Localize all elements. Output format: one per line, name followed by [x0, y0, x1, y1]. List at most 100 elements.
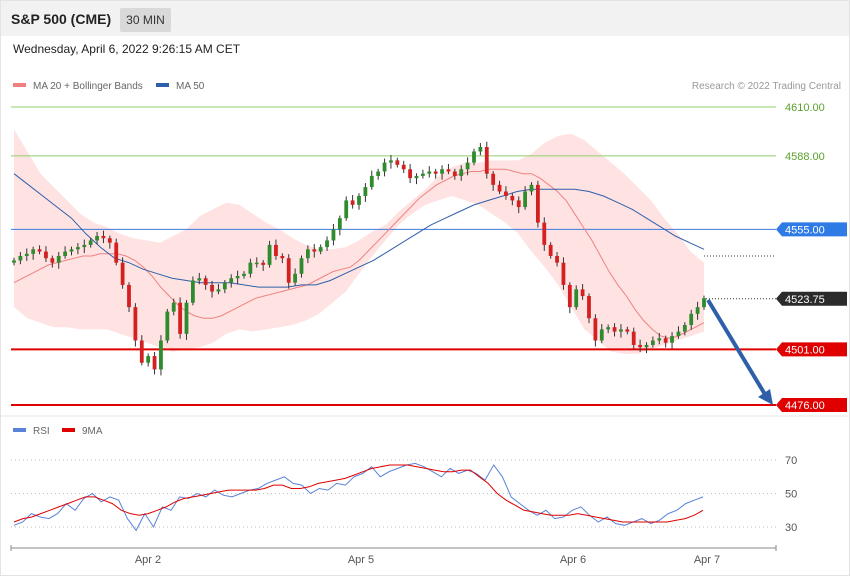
candle-body	[484, 147, 489, 174]
candle-body	[465, 162, 470, 170]
candle-body	[555, 256, 559, 263]
candle-body	[133, 307, 138, 341]
candle-body	[165, 311, 170, 341]
level-label-4523.75: 4523.75	[785, 294, 825, 306]
candle-body	[376, 171, 381, 176]
candle-body	[146, 356, 151, 363]
candle-body	[159, 340, 163, 370]
candle-body	[95, 235, 99, 241]
candle-body	[580, 289, 585, 297]
candle-body	[31, 249, 36, 254]
level-tag-4476.00	[776, 398, 847, 412]
candle-body	[171, 302, 176, 312]
candle-body	[248, 262, 253, 274]
candle-body	[440, 169, 444, 174]
level-label-4588.00: 4588.00	[785, 151, 825, 163]
candle-body	[638, 344, 643, 348]
ma20-swatch	[13, 83, 26, 88]
rsi-ma-swatch	[62, 428, 75, 433]
candle-body	[139, 340, 144, 363]
candle-body	[305, 249, 310, 259]
candle-body	[587, 296, 591, 319]
candle-body	[114, 242, 119, 263]
candle-body	[344, 200, 349, 219]
ma50-legend-label: MA 50	[176, 81, 205, 92]
candle-body	[37, 249, 42, 252]
legend-rsi-ma: 9MA	[62, 426, 103, 437]
candle-body	[657, 338, 662, 341]
candle-body	[88, 240, 93, 245]
candle-body	[682, 324, 687, 332]
candle-body	[382, 162, 387, 172]
candle-body	[510, 195, 515, 201]
projection-arrow	[706, 298, 768, 398]
candle-body	[261, 262, 266, 265]
candle-body	[152, 356, 157, 370]
candle-body	[542, 222, 547, 245]
candle-body	[599, 329, 604, 341]
candle-body	[401, 164, 406, 170]
candle-body	[50, 258, 55, 263]
timeframe-button[interactable]: 30 MIN	[120, 8, 171, 32]
candle-body	[178, 302, 183, 334]
level-label-4501.00: 4501.00	[785, 344, 825, 356]
bollinger-band	[14, 129, 704, 354]
candle-body	[337, 218, 342, 230]
rsi-legend-label: RSI	[33, 426, 50, 437]
candle-body	[210, 284, 214, 292]
candle-body	[650, 340, 655, 345]
candle-body	[242, 273, 246, 277]
candle-body	[523, 191, 528, 208]
copyright-label: Research © 2022 Trading Central	[691, 81, 841, 92]
level-label-4610.00: 4610.00	[785, 102, 825, 114]
candle-body	[318, 247, 323, 252]
candle-body	[363, 187, 368, 196]
level-tag-4523.75	[776, 291, 847, 306]
candle-body	[63, 251, 68, 256]
candle-body	[395, 160, 400, 165]
candle-body	[702, 298, 706, 308]
candle-body	[606, 327, 611, 330]
candle-body	[18, 256, 23, 261]
candle-body	[420, 173, 425, 176]
candle-body	[472, 151, 476, 163]
level-label-4476.00: 4476.00	[785, 400, 825, 412]
candle-body	[56, 256, 61, 263]
candle-body	[414, 175, 419, 179]
candle-body	[12, 260, 16, 263]
candle-body	[663, 338, 668, 343]
candle-body	[286, 258, 291, 283]
candle-body	[82, 244, 87, 248]
candle-body	[127, 284, 131, 308]
candle-body	[548, 244, 553, 256]
candle-body	[695, 307, 700, 314]
datetime-label: Wednesday, April 6, 2022 9:26:15 AM CET	[13, 42, 241, 56]
candle-body	[561, 262, 566, 285]
candle-body	[24, 253, 29, 256]
candle-body	[459, 169, 464, 176]
rsi-tick-label: 50	[785, 489, 797, 501]
candle-body	[357, 195, 361, 205]
candle-body	[184, 302, 189, 334]
candle-body	[574, 289, 579, 308]
rsi-tick-label: 30	[785, 522, 797, 534]
rsi-swatch	[13, 428, 26, 433]
ma50-line	[13, 173, 705, 288]
candle-body	[593, 318, 598, 341]
candle-body	[619, 329, 623, 332]
candle-body	[197, 278, 202, 281]
candle-body	[274, 244, 278, 256]
candle-body	[107, 238, 112, 243]
candle-body	[516, 200, 521, 208]
candle-body	[612, 327, 617, 332]
ma50-swatch	[156, 83, 169, 88]
x-tick-label: Apr 6	[560, 554, 586, 566]
candle-body	[491, 173, 496, 185]
legend-rsi: RSI	[13, 426, 50, 437]
candle-body	[69, 249, 74, 252]
projection-arrowhead	[758, 389, 773, 405]
candle-body	[312, 249, 317, 252]
rsi-line	[13, 462, 704, 532]
candle-body	[75, 247, 80, 250]
